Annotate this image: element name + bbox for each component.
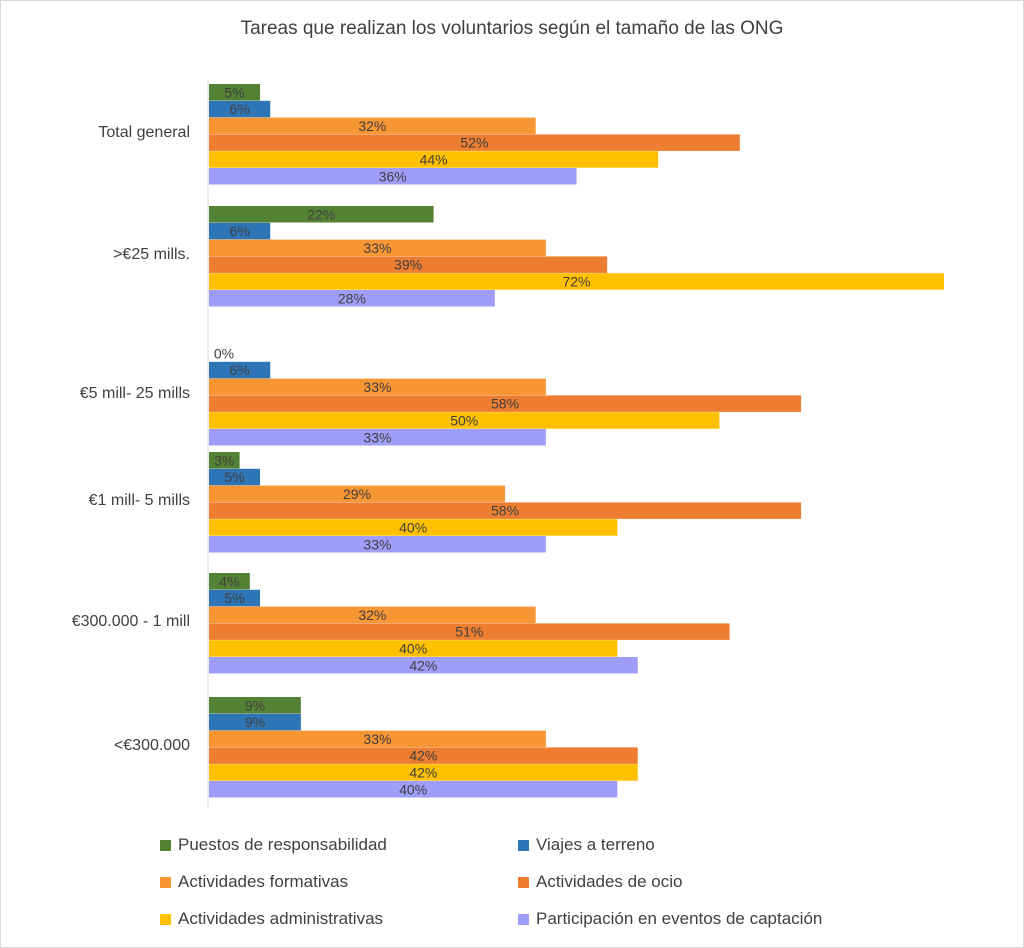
bar [209, 452, 240, 469]
category-label: <€300.000 [113, 737, 190, 755]
bar-value-label: 44% [420, 151, 448, 167]
bar [209, 395, 802, 412]
bar [209, 657, 638, 674]
bar [209, 747, 638, 764]
bar [209, 764, 638, 781]
bar-value-label: 33% [363, 731, 391, 747]
bar-value-label: 0% [214, 345, 234, 361]
legend-swatch [160, 876, 171, 888]
bar [209, 485, 506, 503]
bar [209, 623, 730, 640]
bar [209, 222, 271, 240]
legend-item-administrativas: Actividades administrativas [160, 909, 383, 929]
bar-value-label: 22% [307, 206, 335, 222]
bar [209, 519, 618, 536]
category-label: €5 mill- 25 mills [79, 385, 190, 403]
bar-value-label: 39% [394, 257, 422, 273]
bar [209, 412, 720, 429]
legend-label: Actividades administrativas [178, 909, 384, 928]
bar-value-label: 51% [455, 624, 483, 640]
bar-value-label: 29% [343, 486, 371, 502]
bar-value-label: 6% [230, 362, 250, 378]
bar-value-label: 5% [224, 590, 244, 606]
bar-value-label: 40% [399, 519, 427, 535]
bar [209, 117, 536, 135]
bar [209, 502, 802, 519]
legend-swatch [160, 839, 171, 851]
bar-value-label: 5% [224, 84, 244, 100]
bar [209, 606, 536, 624]
bar-value-label: 3% [214, 452, 234, 468]
legend: Puestos de responsabilidad Viajes a terr… [0, 830, 1024, 940]
bar [209, 378, 546, 396]
bar-value-label: 42% [409, 748, 437, 764]
bar [209, 573, 250, 590]
bar-value-label: 33% [363, 429, 391, 445]
legend-label: Viajes a terreno [536, 835, 655, 854]
bar [209, 256, 608, 273]
bar [209, 84, 261, 101]
bar-value-label: 32% [358, 607, 386, 623]
bar [209, 290, 495, 307]
bar [209, 468, 261, 486]
legend-item-ocio: Actividades de ocio [518, 872, 682, 892]
bar-value-label: 42% [409, 657, 437, 673]
bar [209, 536, 546, 553]
category-label: €300.000 - 1 mill [71, 613, 190, 631]
category-label: >€25 mills. [113, 246, 190, 264]
legend-item-puestos: Puestos de responsabilidad [160, 835, 387, 855]
bar-value-label: 28% [338, 290, 366, 306]
category-label: €1 mill- 5 mills [88, 492, 190, 510]
bar-value-label: 58% [491, 503, 519, 519]
bar [209, 781, 618, 798]
bar-value-label: 4% [219, 573, 239, 589]
bar-value-label: 9% [245, 697, 265, 713]
legend-label: Puestos de responsabilidad [178, 835, 387, 854]
legend-label: Actividades de ocio [536, 872, 683, 891]
bar-value-label: 52% [460, 135, 488, 151]
bar-value-label: 40% [399, 640, 427, 656]
bar-value-label: 9% [245, 714, 265, 730]
legend-swatch [518, 839, 529, 851]
bar-value-label: 32% [358, 118, 386, 134]
legend-swatch [160, 913, 171, 925]
bar [209, 429, 546, 446]
legend-label: Actividades formativas [178, 872, 349, 891]
bar [209, 640, 618, 657]
legend-label: Participación en eventos de captación [536, 909, 823, 928]
bar-value-label: 33% [363, 379, 391, 395]
legend-item-formativas: Actividades formativas [160, 872, 348, 892]
bar [209, 589, 261, 607]
bar-value-label: 42% [409, 764, 437, 780]
legend-swatch [518, 876, 529, 888]
legend-swatch [518, 913, 529, 925]
bar [209, 100, 271, 118]
bar-value-label: 5% [224, 469, 244, 485]
bar [209, 730, 546, 748]
bar [209, 206, 434, 223]
bar-value-label: 6% [230, 101, 250, 117]
bar [209, 697, 301, 714]
bar-value-label: 33% [363, 240, 391, 256]
bar [209, 239, 546, 257]
bar-value-label: 36% [379, 168, 407, 184]
bar [209, 134, 740, 151]
chart-title: Tareas que realizan los voluntarios segú… [240, 18, 784, 39]
bar-value-label: 40% [399, 781, 427, 797]
bar [209, 361, 271, 379]
bar-value-label: 58% [491, 396, 519, 412]
bar-value-label: 50% [450, 412, 478, 428]
bar-value-label: 6% [230, 223, 250, 239]
bar [209, 713, 301, 731]
bar-value-label: 33% [363, 536, 391, 552]
bar [209, 168, 577, 185]
bar [209, 151, 659, 168]
legend-item-viajes: Viajes a terreno [518, 835, 655, 855]
bar-value-label: 72% [562, 273, 590, 289]
bar [209, 273, 944, 290]
category-label: Total general [98, 124, 190, 142]
legend-item-captacion: Participación en eventos de captación [518, 909, 822, 929]
